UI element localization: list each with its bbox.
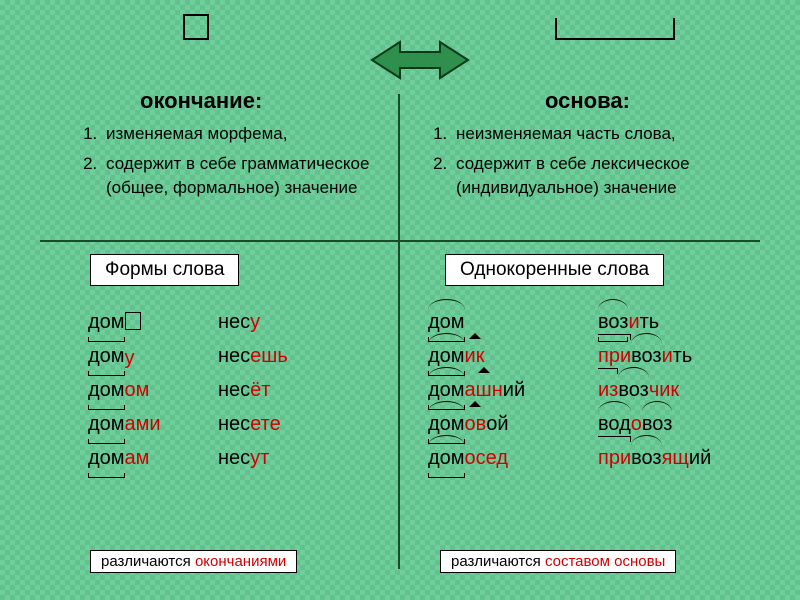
- ending-symbol-icon: [183, 14, 209, 40]
- horizontal-divider: [40, 240, 760, 242]
- section-left-label: Формы слова: [90, 254, 239, 286]
- right-def-1: неизменяемая часть слова,: [452, 122, 748, 146]
- vertical-divider: [398, 94, 400, 569]
- right-def-2: содержит в себе лексическое (индивидуаль…: [452, 152, 748, 200]
- cognates-col-2: возить привозить извозчик водовоз привоз…: [598, 305, 711, 475]
- stem-symbol-icon: [555, 18, 675, 40]
- footer-right: различаются составом основы: [440, 550, 676, 573]
- forms-col-2: несу несешь несёт несете несут: [218, 305, 288, 475]
- left-def-list: изменяемая морфема, содержит в себе грам…: [78, 122, 378, 205]
- right-heading: основа:: [545, 88, 630, 114]
- left-def-1: изменяемая морфема,: [102, 122, 378, 146]
- cognates-col-1: дом домик домашний домовой домосед: [428, 305, 525, 475]
- footer-left: различаются окончаниями: [90, 550, 297, 573]
- double-arrow-icon: [370, 38, 470, 87]
- right-def-list: неизменяемая часть слова, содержит в себ…: [428, 122, 748, 205]
- forms-col-1: дом дому домом домами домам: [88, 305, 161, 475]
- section-right-label: Однокоренные слова: [445, 254, 664, 286]
- left-heading: окончание:: [140, 88, 262, 114]
- left-def-2: содержит в себе грамматическое (общее, ф…: [102, 152, 378, 200]
